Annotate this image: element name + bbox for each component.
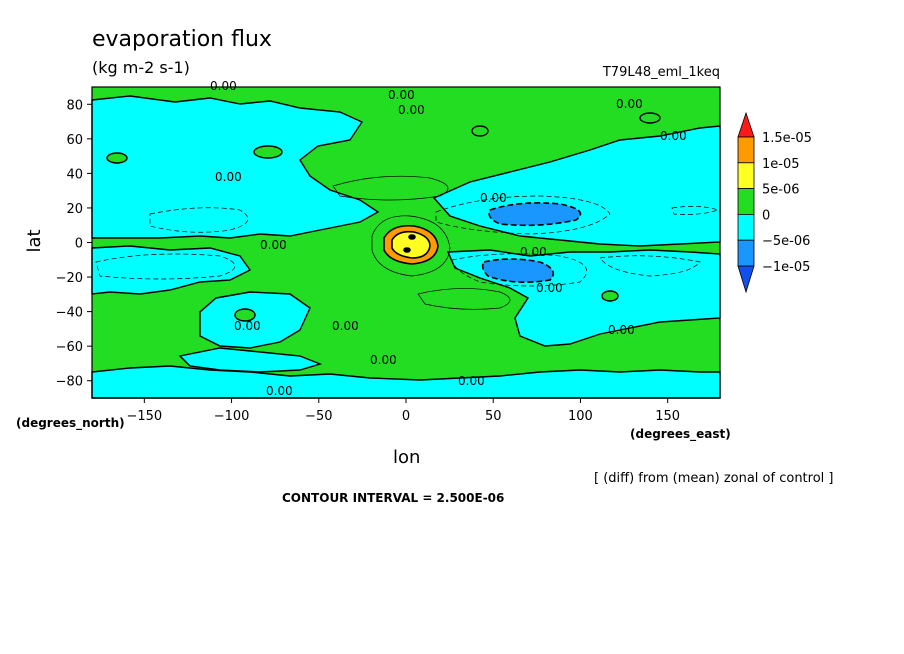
y-tick-label: 20 xyxy=(66,202,83,217)
contour-label: 0.00 xyxy=(480,191,507,205)
colorbar-label: −5e-06 xyxy=(762,234,810,249)
positive-islands xyxy=(106,112,661,322)
y-tick-label: −60 xyxy=(56,340,83,355)
y-tick-label: 40 xyxy=(66,167,83,182)
green-island-sh-2 xyxy=(601,290,619,302)
dashed-contour-1 xyxy=(149,207,249,233)
y-axis-ticks: 80 60 40 20 0 −20 −40 −60 −80 xyxy=(56,98,92,390)
green-island-nh-4 xyxy=(639,112,661,124)
colorbar: 1.5e-05 1e-05 5e-06 0 −5e-06 −1e-05 xyxy=(737,111,812,294)
x-tick-label: −50 xyxy=(305,409,332,424)
colorbar-label: 1e-05 xyxy=(762,157,800,172)
colorbar-swatch xyxy=(737,239,755,267)
contour-label: 0.00 xyxy=(458,374,485,388)
core-dot-1 xyxy=(408,234,416,240)
contour-label: 0.00 xyxy=(332,319,359,333)
contour-label: 0.00 xyxy=(536,281,563,295)
colorbar-label: 1.5e-05 xyxy=(762,131,812,146)
strong-negative-cores xyxy=(481,202,582,284)
run-label: T79L48_eml_1keq xyxy=(602,65,720,80)
x-axis-units: (degrees_east) xyxy=(630,427,731,442)
x-tick-label: 50 xyxy=(485,409,502,424)
colorbar-arrow-top xyxy=(737,111,755,138)
contour-label: 0.00 xyxy=(210,79,237,93)
contour-label: 0.00 xyxy=(608,323,635,337)
x-tick-label: 150 xyxy=(655,409,680,424)
colorbar-label: 0 xyxy=(762,208,770,223)
colorbar-label: 5e-06 xyxy=(762,183,800,198)
sh-center-cyan-region xyxy=(199,291,311,349)
plot-area: 0.00 0.00 0.00 0.00 0.00 0.00 0.00 0.00 … xyxy=(91,79,721,399)
green-island-nh-2 xyxy=(106,152,128,164)
blue-core-nh xyxy=(488,202,582,227)
colorbar-swatch xyxy=(737,188,755,215)
dashed-contour-3 xyxy=(95,253,236,280)
colorbar-swatch xyxy=(737,136,755,164)
contour-label: 0.00 xyxy=(520,245,547,259)
negative-dashed-contours xyxy=(95,195,720,287)
contour-label: 0.00 xyxy=(266,384,293,398)
x-tick-label: 100 xyxy=(568,409,593,424)
contour-labels: 0.00 0.00 0.00 0.00 0.00 0.00 0.00 0.00 … xyxy=(210,79,687,398)
contour-label: 0.00 xyxy=(616,97,643,111)
y-tick-label: −80 xyxy=(56,375,83,390)
contour-positive-sh xyxy=(417,288,511,310)
x-axis-ticks: −150 −100 −50 0 50 100 150 xyxy=(126,398,680,424)
sh-west-cyan-region xyxy=(91,245,252,295)
y-tick-label: −20 xyxy=(56,271,83,286)
diff-note: [ (diff) from (mean) zonal of control ] xyxy=(594,471,833,486)
chart-title: evaporation flux xyxy=(92,27,272,52)
dashed-contour-2 xyxy=(435,195,611,235)
contour-label: 0.00 xyxy=(260,238,287,252)
core-dot-2 xyxy=(403,247,411,253)
y-axis-label: lat xyxy=(24,229,45,252)
contour-label: 0.00 xyxy=(215,170,242,184)
y-tick-label: 0 xyxy=(75,237,83,252)
y-axis-units: (degrees_north) xyxy=(16,416,125,431)
dashed-contour-6 xyxy=(671,206,720,215)
contour-equator-outer xyxy=(371,215,451,277)
contour-label: 0.00 xyxy=(234,319,261,333)
dashed-contour-5 xyxy=(599,255,701,277)
contour-positive-nh xyxy=(332,175,449,201)
green-island-nh-1 xyxy=(253,145,283,159)
x-axis-label: lon xyxy=(393,447,420,468)
dashed-contour-4 xyxy=(451,253,587,287)
y-tick-label: −40 xyxy=(56,306,83,321)
x-tick-label: −150 xyxy=(126,409,162,424)
colorbar-swatch xyxy=(737,162,755,190)
y-tick-label: 80 xyxy=(66,98,83,113)
contour-label: 0.00 xyxy=(398,103,425,117)
inner-contours xyxy=(332,175,511,310)
colorbar-label: −1e-05 xyxy=(762,260,810,275)
colorbar-arrow-bottom xyxy=(737,265,755,294)
southern-cyan-band xyxy=(91,365,721,399)
green-island-sh-1 xyxy=(234,308,256,322)
colorbar-swatch xyxy=(737,213,755,241)
nh-west-cyan-region xyxy=(91,95,380,239)
contour-interval: CONTOUR INTERVAL = 2.500E-06 xyxy=(282,491,504,505)
y-tick-label: 60 xyxy=(66,133,83,148)
chart-units: (kg m-2 s-1) xyxy=(92,58,190,77)
green-island-nh-3 xyxy=(471,125,489,137)
x-tick-label: −100 xyxy=(214,409,250,424)
contour-label: 0.00 xyxy=(370,353,397,367)
contour-label: 0.00 xyxy=(660,129,687,143)
contour-label: 0.00 xyxy=(388,88,415,102)
x-tick-label: 0 xyxy=(402,409,410,424)
yellow-core xyxy=(391,230,431,259)
antarctic-cyan-region xyxy=(178,347,323,373)
blue-core-sh xyxy=(481,258,555,284)
equatorial-maximum xyxy=(383,224,439,265)
